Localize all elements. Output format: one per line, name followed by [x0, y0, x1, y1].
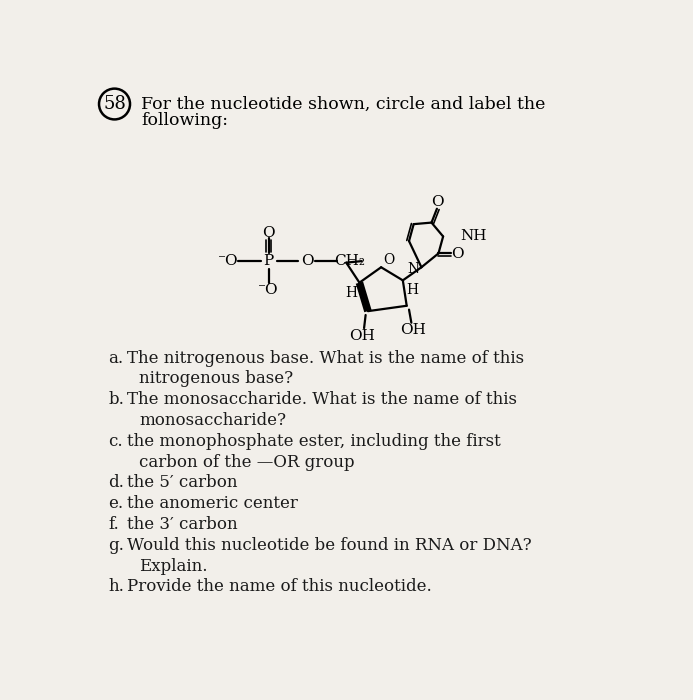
Text: Explain.: Explain. — [139, 557, 208, 575]
Text: ⁻O: ⁻O — [258, 284, 279, 298]
Text: Would this nucleotide be found in RNA or DNA?: Would this nucleotide be found in RNA or… — [127, 537, 532, 554]
Text: nitrogenous base?: nitrogenous base? — [139, 370, 293, 387]
Text: O: O — [452, 247, 464, 261]
Text: ⁻O: ⁻O — [218, 254, 239, 268]
Text: For the nucleotide shown, circle and label the: For the nucleotide shown, circle and lab… — [141, 97, 545, 113]
Text: The nitrogenous base. What is the name of this: The nitrogenous base. What is the name o… — [127, 350, 524, 367]
Text: OH: OH — [349, 329, 375, 343]
Text: the monophosphate ester, including the first: the monophosphate ester, including the f… — [127, 433, 500, 450]
Text: monosaccharide?: monosaccharide? — [139, 412, 286, 429]
Text: h.: h. — [108, 578, 124, 595]
Text: NH: NH — [460, 230, 486, 244]
Text: e.: e. — [108, 495, 123, 512]
Text: carbon of the —OR group: carbon of the —OR group — [139, 454, 355, 470]
Text: P: P — [263, 254, 274, 268]
Text: a.: a. — [108, 350, 123, 367]
Text: f.: f. — [108, 516, 119, 533]
Text: O: O — [431, 195, 444, 209]
Text: d.: d. — [108, 475, 124, 491]
Text: O: O — [263, 225, 275, 239]
Text: N: N — [407, 262, 420, 276]
Text: following:: following: — [141, 112, 228, 129]
Text: H: H — [406, 284, 418, 298]
Text: b.: b. — [108, 391, 124, 408]
Text: the anomeric center: the anomeric center — [127, 495, 298, 512]
Text: OH: OH — [400, 323, 426, 337]
Text: the 5′ carbon: the 5′ carbon — [127, 475, 238, 491]
Text: O: O — [301, 254, 314, 268]
Text: CH₂: CH₂ — [334, 254, 365, 268]
Text: O: O — [383, 253, 395, 267]
Text: Provide the name of this nucleotide.: Provide the name of this nucleotide. — [127, 578, 432, 595]
Text: g.: g. — [108, 537, 124, 554]
Text: the 3′ carbon: the 3′ carbon — [127, 516, 238, 533]
Text: 58: 58 — [103, 95, 126, 113]
Text: H: H — [346, 286, 358, 300]
Text: The monosaccharide. What is the name of this: The monosaccharide. What is the name of … — [127, 391, 517, 408]
Text: c.: c. — [108, 433, 123, 450]
